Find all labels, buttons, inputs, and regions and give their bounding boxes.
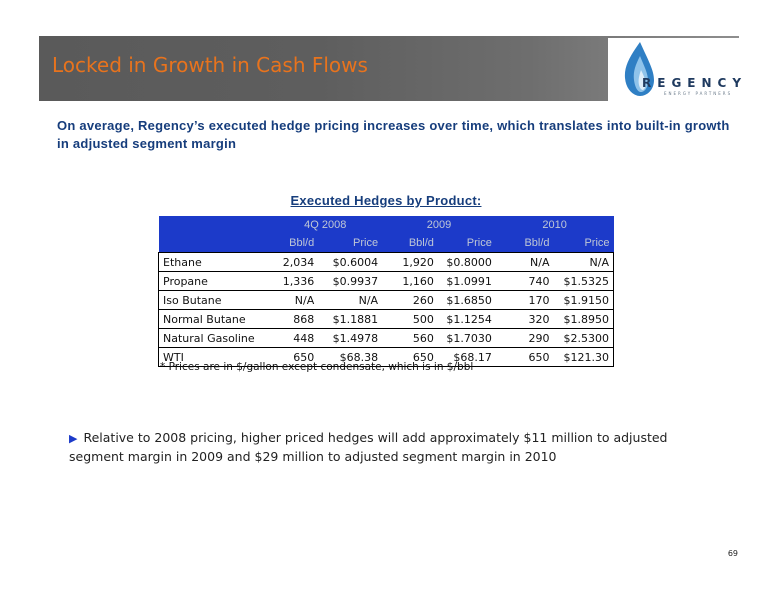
table-cell: 560 [382,328,438,348]
logo-wordmark: REGENCY [642,76,748,90]
triangle-right-icon: ▶ [69,432,78,445]
year-header-row: 4Q 2008 2009 2010 [158,216,614,234]
product-label: Iso Butane [158,290,269,310]
table-cell: 2,034 [268,252,319,272]
table-cell: $1.5325 [553,271,614,291]
column-header: Price [437,234,496,253]
table-cell: $1.0991 [437,271,496,291]
table-footnote: * Prices are in $/gallon except condensa… [160,361,474,373]
table-cell: N/A [553,252,614,272]
year-header: 4Q 2008 [268,216,383,234]
table-cell: $0.6004 [318,252,383,272]
table-row: Natural Gasoline 448 $1.4978 560 $1.7030… [158,328,614,348]
table-cell: 260 [382,290,438,310]
table-cell: 320 [495,309,554,329]
table-cell: $68.38 [318,347,383,367]
table-cell: 650 [382,347,438,367]
header-blank [158,216,269,234]
bullet-point: ▶ Relative to 2008 pricing, higher priced… [69,429,709,466]
table-row: Propane 1,336 $0.9937 1,160 $1.0991 740 … [158,271,614,291]
intro-text: On average, Regency’s executed hedge pri… [57,118,730,151]
year-header: 2009 [382,216,496,234]
product-label: Natural Gasoline [158,328,269,348]
column-header: Bbl/d [268,234,319,253]
product-label: Ethane [158,252,269,272]
bullet-text: Relative to 2008 pricing, higher priced … [69,430,668,464]
table-cell: 650 [495,347,554,367]
table-cell: $2.5300 [553,328,614,348]
table-cell: 170 [495,290,554,310]
sub-header-row: Bbl/d Price Bbl/d Price Bbl/d Price [158,234,614,253]
table-cell: N/A [268,290,319,310]
table-cell: 650 [268,347,319,367]
table-cell: $0.9937 [318,271,383,291]
table-cell: $121.30 [553,347,614,367]
table-title: Executed Hedges by Product: [290,193,482,208]
header-blank [158,234,269,253]
table-cell: 868 [268,309,319,329]
table-cell: $0.8000 [437,252,496,272]
table-cell: N/A [318,290,383,310]
product-label: Propane [158,271,269,291]
table-cell: 1,920 [382,252,438,272]
table-cell: 500 [382,309,438,329]
table-cell: 290 [495,328,554,348]
logo-subtext: ENERGY PARTNERS [664,91,733,96]
page-number: 69 [727,549,738,558]
product-label: Normal Butane [158,309,269,329]
table-cell: $68.17 [437,347,496,367]
hedges-table: 4Q 2008 2009 2010 Bbl/d Price Bbl/d Pric… [158,216,614,367]
year-header: 2010 [495,216,614,234]
table-cell: 740 [495,271,554,291]
table-cell: 448 [268,328,319,348]
table-cell: $1.1254 [437,309,496,329]
table-row: Ethane 2,034 $0.6004 1,920 $0.8000 N/A N… [158,252,614,272]
table-cell: $1.7030 [437,328,496,348]
table-cell: $1.4978 [318,328,383,348]
table-row: Normal Butane 868 $1.1881 500 $1.1254 32… [158,309,614,329]
column-header: Price [553,234,614,253]
table-cell: $1.6850 [437,290,496,310]
table-cell: 1,160 [382,271,438,291]
table-row: WTI 650 $68.38 650 $68.17 650 $121.30 [158,347,614,367]
table-cell: N/A [495,252,554,272]
page-title: Locked in Growth in Cash Flows [52,53,368,77]
table-row: Iso Butane N/A N/A 260 $1.6850 170 $1.91… [158,290,614,310]
table-cell: $1.9150 [553,290,614,310]
column-header: Price [318,234,383,253]
table-cell: $1.1881 [318,309,383,329]
product-label: WTI [158,347,269,367]
table-cell: $1.8950 [553,309,614,329]
table-cell: 1,336 [268,271,319,291]
regency-logo [608,38,744,102]
column-header: Bbl/d [495,234,554,253]
column-header: Bbl/d [382,234,438,253]
